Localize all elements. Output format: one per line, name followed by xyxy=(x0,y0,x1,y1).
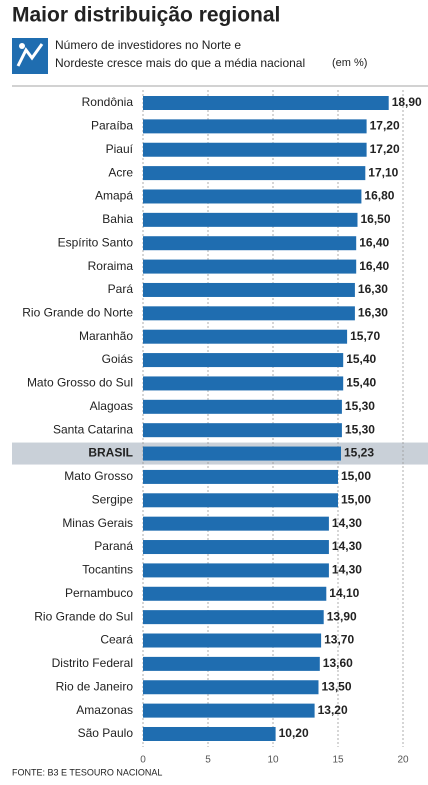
bar xyxy=(143,399,342,414)
bar xyxy=(143,282,355,297)
y-tick-label: Rio de Janeiro xyxy=(56,679,134,693)
x-tick-label: 20 xyxy=(397,755,409,766)
y-tick-label: Rondônia xyxy=(82,95,134,109)
bar xyxy=(143,680,319,695)
value-label: 13,20 xyxy=(318,703,348,717)
x-tick-label: 15 xyxy=(332,755,344,766)
value-label: 15,40 xyxy=(346,376,376,390)
bar xyxy=(143,236,357,251)
y-tick-label: Amapá xyxy=(95,189,133,203)
bar xyxy=(143,353,344,368)
y-tick-label: Amazonas xyxy=(76,703,133,717)
y-tick-label: Espírito Santo xyxy=(58,235,134,249)
value-label: 15,70 xyxy=(350,329,380,343)
bar xyxy=(143,656,320,671)
value-label: 13,60 xyxy=(323,656,353,670)
bar xyxy=(143,469,338,484)
value-label: 16,40 xyxy=(359,235,389,249)
value-label: 14,30 xyxy=(332,516,362,530)
y-tick-label: Acre xyxy=(108,165,133,179)
value-label: 15,23 xyxy=(344,446,374,460)
bar xyxy=(143,96,389,110)
y-tick-label: Pernambuco xyxy=(65,586,133,600)
chart-title: Maior distribuição regional xyxy=(12,4,280,27)
bar xyxy=(143,726,276,741)
value-label: 16,50 xyxy=(361,212,391,226)
y-tick-label: Mato Grosso do Sul xyxy=(27,376,133,390)
bar xyxy=(143,166,366,181)
value-label: 17,20 xyxy=(370,142,400,156)
bar xyxy=(143,306,355,321)
bar xyxy=(143,563,329,578)
y-tick-label: Goiás xyxy=(102,352,133,366)
bar xyxy=(143,423,342,438)
value-label: 10,20 xyxy=(279,726,309,740)
y-tick-label: Tocantins xyxy=(82,563,133,577)
bar xyxy=(143,633,322,648)
bar xyxy=(143,376,344,391)
y-tick-label: Bahia xyxy=(102,212,133,226)
bar xyxy=(143,610,324,625)
y-tick-label: Rio Grande do Norte xyxy=(22,306,133,320)
bar xyxy=(143,540,329,555)
bar xyxy=(143,329,348,344)
value-label: 15,00 xyxy=(341,492,371,506)
y-tick-label: Roraima xyxy=(88,259,134,273)
value-label: 15,30 xyxy=(345,399,375,413)
value-label: 15,30 xyxy=(345,422,375,436)
bar xyxy=(143,189,362,204)
value-label: 13,90 xyxy=(327,609,357,623)
value-label: 14,10 xyxy=(329,586,359,600)
value-label: 16,40 xyxy=(359,259,389,273)
y-tick-label: São Paulo xyxy=(78,726,134,740)
value-label: 13,70 xyxy=(324,633,354,647)
y-tick-label: Mato Grosso xyxy=(64,469,133,483)
value-label: 13,50 xyxy=(322,679,352,693)
y-tick-label: Paraná xyxy=(94,539,133,553)
y-tick-label: Rio Grande do Sul xyxy=(34,609,133,623)
value-label: 17,20 xyxy=(370,119,400,133)
icon xyxy=(12,38,48,74)
bar xyxy=(143,212,358,227)
value-label: 17,10 xyxy=(368,165,398,179)
y-tick-label: Pará xyxy=(108,282,134,296)
bar xyxy=(143,446,341,461)
value-label: 18,90 xyxy=(392,95,422,109)
value-label: 15,00 xyxy=(341,469,371,483)
bar xyxy=(143,703,315,718)
bar xyxy=(143,119,367,134)
value-label: 14,30 xyxy=(332,539,362,553)
value-label: 14,30 xyxy=(332,563,362,577)
y-tick-label: Piauí xyxy=(106,142,134,156)
source: FONTE: B3 E TESOURO NACIONAL xyxy=(12,767,162,777)
value-label: 16,30 xyxy=(358,306,388,320)
subtitle: Número de investidores no Norte e xyxy=(55,38,241,52)
bar xyxy=(143,493,338,508)
value-label: 15,40 xyxy=(346,352,376,366)
x-tick-label: 0 xyxy=(140,755,146,766)
y-tick-label: Distrito Federal xyxy=(52,656,133,670)
y-tick-label: BRASIL xyxy=(88,446,133,460)
y-tick-label: Santa Catarina xyxy=(53,422,133,436)
y-tick-label: Ceará xyxy=(100,633,133,647)
x-tick-label: 10 xyxy=(267,755,279,766)
bar xyxy=(143,516,329,531)
bar xyxy=(143,586,327,601)
x-tick-label: 5 xyxy=(205,755,211,766)
y-tick-label: Maranhão xyxy=(79,329,133,343)
y-tick-label: Paraíba xyxy=(91,119,133,133)
subtitle: Nordeste cresce mais do que a média naci… xyxy=(55,56,305,70)
bar xyxy=(143,259,357,274)
unit: (em %) xyxy=(332,57,367,69)
value-label: 16,80 xyxy=(364,189,394,203)
y-tick-label: Minas Gerais xyxy=(62,516,133,530)
bar xyxy=(143,142,367,157)
y-tick-label: Sergipe xyxy=(92,492,134,506)
y-tick-label: Alagoas xyxy=(90,399,133,413)
value-label: 16,30 xyxy=(358,282,388,296)
